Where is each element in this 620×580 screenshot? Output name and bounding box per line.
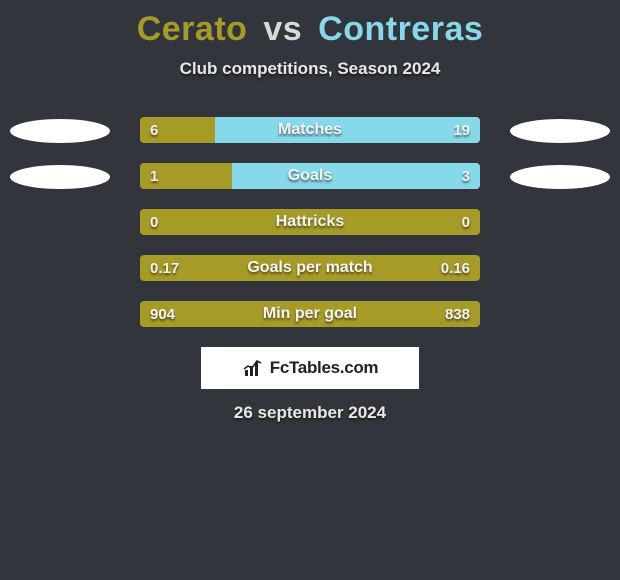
title-vs: vs [257, 10, 308, 48]
stat-bar-player2-seg [232, 163, 480, 189]
stat-value-player1: 904 [140, 301, 185, 327]
stat-bar: 904 838Min per goal [140, 301, 480, 327]
stat-rows: 619Matches13Goals00Hattricks0.170.16Goal… [0, 117, 620, 327]
brand-text: FcTables.com [270, 358, 379, 378]
stat-row: 0.17 0.16Goals per match [0, 255, 620, 281]
stat-value-player1: 1 [140, 163, 168, 189]
player1-oval [10, 165, 110, 189]
stat-value-player2: 19 [443, 117, 480, 143]
stat-row: 904 838Min per goal [0, 301, 620, 327]
title-player1: Cerato [137, 10, 248, 48]
player2-oval [510, 119, 610, 143]
stat-label: Goals per match [140, 255, 480, 281]
chart-icon [242, 358, 264, 378]
title-player2: Contreras [318, 10, 483, 48]
brand-badge: FcTables.com [201, 347, 419, 389]
stat-bar: 0 0Hattricks [140, 209, 480, 235]
comparison-card: Cerato vs Contreras Club competitions, S… [0, 0, 620, 423]
stat-value-player1: 6 [140, 117, 168, 143]
subtitle: Club competitions, Season 2024 [0, 59, 620, 79]
stat-value-player2: 838 [435, 301, 480, 327]
stat-value-player1: 0 [140, 209, 168, 235]
footer-date: 26 september 2024 [0, 403, 620, 423]
stat-value-player2: 3 [452, 163, 480, 189]
stat-row: 619Matches [0, 117, 620, 143]
stat-bar-player2-seg [215, 117, 480, 143]
player2-oval [510, 165, 610, 189]
page-title: Cerato vs Contreras [0, 10, 620, 49]
stat-value-player1: 0.17 [140, 255, 189, 281]
stat-label: Hattricks [140, 209, 480, 235]
stat-row: 13Goals [0, 163, 620, 189]
stat-bar: 619Matches [140, 117, 480, 143]
stat-bar: 13Goals [140, 163, 480, 189]
stat-value-player2: 0.16 [431, 255, 480, 281]
stat-row: 0 0Hattricks [0, 209, 620, 235]
stat-bar: 0.17 0.16Goals per match [140, 255, 480, 281]
stat-label: Min per goal [140, 301, 480, 327]
player1-oval [10, 119, 110, 143]
stat-value-player2: 0 [452, 209, 480, 235]
